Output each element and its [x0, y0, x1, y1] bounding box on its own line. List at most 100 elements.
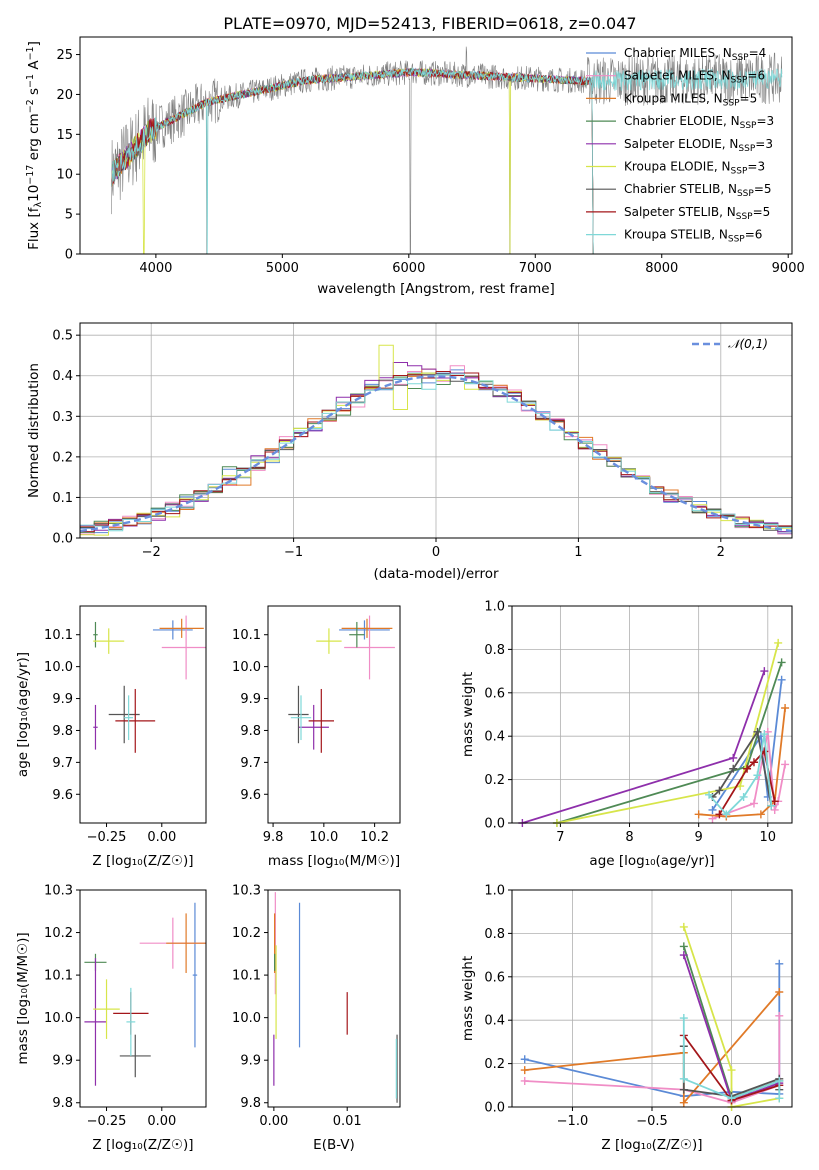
- residual-hist-kroupa_stelib: [80, 373, 792, 538]
- spectrum-ylabel-part: −2: [25, 99, 36, 113]
- z_mass-xtick-label: 0.00: [147, 1114, 176, 1129]
- z_weight-marker-kroupa_stelib: [775, 1094, 784, 1103]
- z_weight-ytick-label: 0.2: [484, 1057, 505, 1072]
- age_weight-marker-kroupa_stelib: [705, 790, 714, 799]
- z_age-ytick-label: 9.9: [52, 692, 73, 707]
- ebv_mass-ytick-label: 10.3: [232, 884, 261, 899]
- ebv_mass-ytick-label: 9.9: [240, 1054, 261, 1069]
- age_weight-marker-kroupa_elodie: [774, 638, 783, 647]
- mass_age-ytick-label: 9.8: [240, 724, 261, 739]
- legend-label-sub: SSP: [728, 235, 745, 245]
- z_weight-marker-kroupa_stelib: [679, 1014, 688, 1023]
- legend-label-sub: SSP: [731, 167, 748, 177]
- age_weight-line-salpeter_miles: [712, 731, 786, 820]
- z_mass-ytick-label: 9.8: [52, 1096, 73, 1111]
- residuals-xtick-label: −2: [142, 545, 161, 560]
- legend-label-name: Kroupa STELIB, N: [624, 228, 728, 242]
- z_weight-line-kroupa_elodie: [682, 926, 780, 1107]
- legend-label-name: Kroupa ELODIE, N: [624, 160, 731, 174]
- age_weight-xtick-label: 8: [625, 830, 633, 845]
- z_weight-ylabel: mass weight: [460, 956, 476, 1041]
- z_age-xtick-label: 0.00: [147, 830, 176, 845]
- legend-label-suffix: =3: [755, 137, 773, 151]
- residuals-axes: −2 −1 0 1 2 0.0 0.1 0.2 0.3 0.4 0.5: [52, 323, 792, 560]
- age_weight-line-kroupa_stelib: [708, 733, 773, 816]
- legend-label-name: Chabrier STELIB, N: [624, 182, 737, 196]
- age_weight-marker-chabrier_miles: [708, 805, 717, 814]
- legend-label-sub: SSP: [723, 98, 740, 108]
- legend-label-suffix: =3: [747, 160, 765, 174]
- age_weight-marker-salpeter_stelib: [743, 764, 752, 773]
- z_weight-frame: [511, 889, 793, 1108]
- mass_age-xtick-label: 9.8: [263, 830, 284, 845]
- spectrum-ytick-label: 25: [56, 48, 73, 63]
- age_weight-xtick-label: 10: [760, 830, 777, 845]
- residuals-ytick-label: 0.4: [52, 369, 73, 384]
- age_weight-marker-kroupa_stelib: [760, 730, 769, 739]
- z_weight-marker-kroupa_stelib: [679, 1074, 688, 1083]
- spectrum-ylabel-part: −1: [25, 74, 36, 88]
- legend-label-suffix: =5: [754, 182, 772, 196]
- ebv_mass-axes: 0.00 0.01 9.8 9.9 10.0 10.1 10.2 10.3: [232, 884, 362, 1130]
- z_age-frame: [79, 605, 207, 824]
- legend-label-suffix: =4: [749, 46, 767, 60]
- age_weight-ytick-label: 1.0: [484, 600, 505, 615]
- residuals-ytick-label: 0.3: [52, 410, 73, 425]
- legend-label-name: Chabrier ELODIE, N: [624, 114, 740, 128]
- mass_age-xtick-label: 10.0: [309, 830, 338, 845]
- residuals-ylabel: Normed distribution: [26, 363, 42, 498]
- legend-label-chabrier_elodie: Chabrier ELODIE, NSSP=3: [624, 114, 774, 131]
- z_weight-ytick-label: 0.0: [484, 1101, 505, 1116]
- mass_age-xlabel: mass [log₁₀(M/M☉)]: [268, 853, 400, 869]
- z_weight-marker-kroupa_miles: [520, 1066, 529, 1075]
- model-spectrum-kroupa_miles: [111, 67, 594, 254]
- mass_age-axes: 9.8 10.0 10.2 9.6 9.7 9.8 9.9 10.0 10.1: [232, 628, 389, 845]
- residuals-xtick-label: 2: [717, 545, 725, 560]
- age_weight-frame: [511, 605, 793, 824]
- gaussian-curve: [80, 374, 792, 533]
- mass_age-ytick-label: 9.6: [240, 788, 261, 803]
- residuals-ytick-label: 0.2: [52, 450, 73, 465]
- spectrum-ylabel-part: s: [26, 88, 42, 99]
- z_weight-marker-salpeter_miles: [775, 1011, 784, 1020]
- mass_age-ytick-label: 9.9: [240, 692, 261, 707]
- z_mass-ytick-label: 9.9: [52, 1054, 73, 1069]
- mass_age-ytick-label: 9.7: [240, 756, 261, 771]
- z_weight-marker-kroupa_elodie: [679, 922, 688, 931]
- age_weight-ytick-label: 0.4: [484, 730, 505, 745]
- z_mass-axes: −0.25 0.00 9.8 9.9 10.0 10.1 10.2 10.3: [44, 884, 176, 1130]
- mass_age-xtick-label: 10.2: [360, 830, 389, 845]
- z_age-ylabel: age [log₁₀(age/yr)]: [15, 652, 31, 777]
- spectrum-ytick-label: 15: [56, 128, 73, 143]
- spectrum-ylabel-part: 10: [26, 185, 42, 202]
- legend-label-salpeter_elodie: Salpeter ELODIE, NSSP=3: [624, 137, 773, 154]
- age_weight-xlabel: age [log₁₀(age/yr)]: [589, 853, 714, 869]
- spectrum-xlabel: wavelength [Angstrom, rest frame]: [317, 281, 555, 297]
- age_weight-marker-chabrier_miles: [777, 675, 786, 684]
- spectrum-title: PLATE=0970, MJD=52413, FIBERID=0618, z=0…: [223, 14, 636, 33]
- z_age-ytick-label: 10.1: [44, 628, 73, 643]
- legend-label-sub: SSP: [740, 121, 757, 131]
- age_weight-marker-salpeter_stelib: [770, 797, 779, 806]
- z_weight-grid: [512, 889, 792, 1108]
- z_weight-marker-chabrier_stelib: [679, 1085, 688, 1094]
- age_weight-marker-salpeter_elodie: [760, 667, 769, 676]
- ebv_mass-frame: [267, 889, 401, 1108]
- z_weight-axes: −1.0 −0.5 0.0 0.0 0.2 0.4 0.6 0.8 1.0: [484, 884, 792, 1129]
- z_weight-marker-kroupa_miles: [775, 987, 784, 996]
- spectrum-ylabel-part: −17: [25, 165, 36, 185]
- legend-label-suffix: =3: [756, 114, 774, 128]
- legend-label-kroupa_elodie: Kroupa ELODIE, NSSP=3: [624, 160, 765, 177]
- legend-label-salpeter_miles: Salpeter MILES, NSSP=6: [624, 69, 765, 86]
- z_mass-ytick-label: 10.0: [44, 1011, 73, 1026]
- z_age-ytick-label: 9.6: [52, 788, 73, 803]
- legend-label-name: Salpeter MILES, N: [624, 69, 731, 83]
- z_weight-xlabel: Z [log₁₀(Z/Z☉)]: [601, 1137, 702, 1153]
- spectrum-xtick-label: 7000: [519, 261, 552, 276]
- z_weight-xtick-label: −1.0: [557, 1114, 589, 1129]
- age_weight-marker-chabrier_stelib: [729, 764, 738, 773]
- legend-label-chabrier_stelib: Chabrier STELIB, NSSP=5: [624, 182, 772, 199]
- age_weight-marker-kroupa_stelib: [722, 810, 731, 819]
- z_weight-marker-kroupa_elodie: [727, 1066, 736, 1075]
- legend-label-sub: SSP: [736, 212, 753, 222]
